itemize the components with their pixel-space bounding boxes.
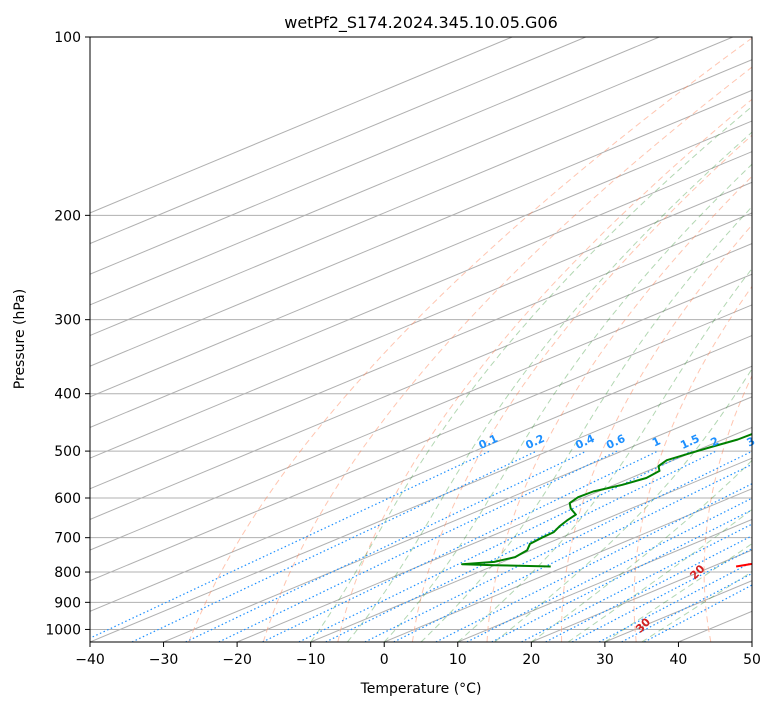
mixing-ratio-line <box>571 548 752 642</box>
data-series <box>461 433 752 568</box>
isotherm-line <box>90 334 752 612</box>
x-tick-label: −30 <box>149 652 179 668</box>
isotherm-line <box>384 488 752 642</box>
isotherm-line <box>90 89 752 367</box>
chart-title: wetPf2_S174.2024.345.10.05.G06 <box>284 13 558 33</box>
x-tick-label: 10 <box>449 652 467 668</box>
isotherm-line <box>90 243 752 520</box>
moist-adiabat <box>567 508 752 642</box>
x-tick-label: −10 <box>296 652 326 668</box>
y-tick-label: 400 <box>54 387 81 403</box>
y-tick-label: 100 <box>54 30 81 46</box>
mixing-ratio-line <box>262 450 659 642</box>
mixing-ratio-line <box>325 450 717 642</box>
moist-adiabat <box>531 459 752 642</box>
isotherm-line <box>90 37 734 306</box>
plot-frame <box>89 36 753 643</box>
isotherm-line <box>457 518 752 642</box>
dry-adiabat <box>188 37 752 642</box>
background-lines <box>90 37 752 642</box>
mixing-ratio-line <box>521 523 752 642</box>
moist-adiabat <box>420 205 752 642</box>
y-tick-label: 500 <box>54 444 81 460</box>
dry-adiabat <box>633 285 752 642</box>
y-tick-label: 600 <box>54 491 81 507</box>
isotherm-line <box>90 212 752 490</box>
x-axis-label: Temperature (°C) <box>360 681 482 697</box>
mixing-ratio-line <box>298 450 692 642</box>
dry-adiabat <box>411 134 752 642</box>
mixing-ratio-line <box>545 535 752 642</box>
x-tick-label: −40 <box>75 652 105 668</box>
moist-adiabat <box>347 131 752 642</box>
mixing-ratio-line <box>621 572 752 642</box>
mixing-ratio-line <box>131 450 537 642</box>
isotherm-line <box>90 273 752 551</box>
y-tick-label: 300 <box>54 313 81 329</box>
isotherm-line <box>90 181 752 459</box>
y-tick-label: 900 <box>54 595 81 611</box>
x-tick-label: 20 <box>522 652 540 668</box>
y-tick-label: 200 <box>54 208 81 224</box>
isotherm-line <box>163 396 752 642</box>
moist-adiabat <box>310 105 752 642</box>
x-tick-label: −20 <box>222 652 252 668</box>
y-tick-label: 1000 <box>45 622 81 638</box>
x-tick-label: 0 <box>380 652 389 668</box>
y-tick-label: 800 <box>54 565 81 581</box>
isotherm-line <box>236 426 752 642</box>
dry-adiabat <box>486 175 752 642</box>
mixing-ratio-line <box>598 561 752 642</box>
isotherm-line <box>90 365 752 642</box>
isotherm-line <box>90 37 586 245</box>
dry-adiabat <box>337 98 752 642</box>
isotherm-line <box>310 457 752 642</box>
dry-adiabat <box>262 66 752 642</box>
y-tick-label: 700 <box>54 531 81 547</box>
moist-adiabat <box>457 267 752 642</box>
mixing-ratio-line <box>435 483 752 642</box>
mixing-ratio-line <box>185 450 587 642</box>
y-axis-label: Pressure (hPa) <box>12 289 28 389</box>
dry-adiabat <box>703 374 752 642</box>
sounding-profile-line <box>461 433 752 568</box>
isotherm-line <box>90 59 752 337</box>
moist-adiabat <box>494 367 752 642</box>
isotherm-line <box>90 151 752 429</box>
x-tick-label: 40 <box>670 652 688 668</box>
dry-adiabat <box>560 224 752 642</box>
axes: −40 −30 −20 −10 0 10 20 30 40 50 100 200 300 400 500 60… <box>45 30 761 668</box>
mixing-ratio-line <box>90 450 491 639</box>
isotherm-line <box>90 120 752 398</box>
x-tick-label: 50 <box>743 652 761 668</box>
x-tick-label: 30 <box>596 652 614 668</box>
isotherm-line <box>90 304 752 582</box>
mixing-ratio-line <box>218 450 618 642</box>
isotherm-line <box>90 37 660 275</box>
isotherm-line <box>90 37 513 214</box>
